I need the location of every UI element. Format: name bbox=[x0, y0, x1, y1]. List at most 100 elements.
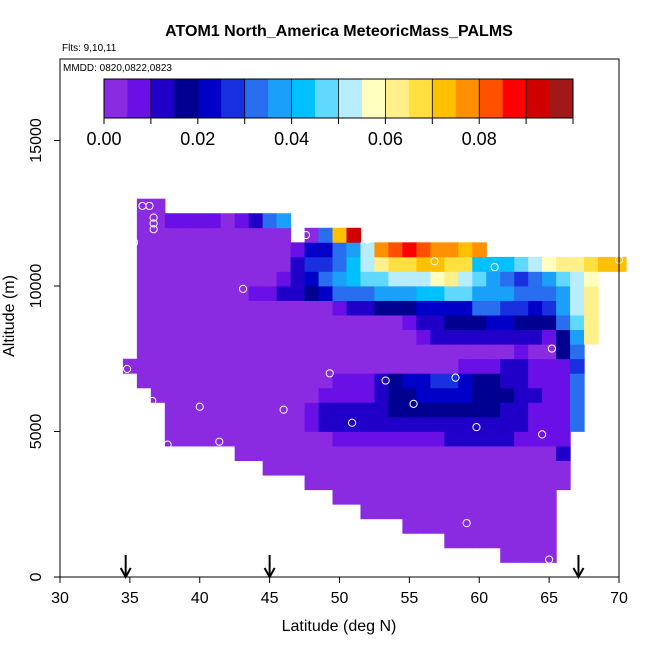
heatmap-cell-9-0 bbox=[248, 300, 264, 461]
heatmap-cell-31-3 bbox=[556, 358, 571, 389]
heatmap-cell-22-6 bbox=[430, 344, 445, 374]
heatmap-cell-21-12 bbox=[416, 256, 431, 272]
heatmap-cell-24-10 bbox=[458, 300, 473, 316]
heatmap-cell-8-1 bbox=[234, 213, 250, 229]
heatmap-cell-24-6 bbox=[458, 358, 473, 374]
flight-point-21 bbox=[472, 423, 481, 432]
heatmap-cell-24-13 bbox=[458, 256, 473, 272]
heatmap-cell-11-3 bbox=[276, 256, 292, 272]
heatmap-cell-25-2 bbox=[472, 416, 487, 432]
heatmap-cell-30-4 bbox=[542, 358, 557, 374]
x-tick-label-3: 45 bbox=[261, 590, 279, 607]
heatmap-cell-28-2 bbox=[514, 416, 529, 432]
heatmap-cell-14-8 bbox=[318, 242, 334, 258]
heatmap-cell-24-2 bbox=[458, 416, 473, 432]
heatmap-cell-29-5 bbox=[528, 373, 543, 389]
heatmap-cell-26-5 bbox=[486, 373, 501, 389]
heatmap-cell-28-1 bbox=[514, 431, 529, 447]
x-tick-label-7: 65 bbox=[540, 590, 558, 607]
heatmap-cell-27-11 bbox=[500, 285, 515, 301]
heatmap-cell-17-5 bbox=[360, 315, 376, 374]
heatmap-cell-24-9 bbox=[458, 315, 473, 331]
heatmap-cell-18-9 bbox=[374, 256, 390, 272]
heatmap-cell-28-6 bbox=[514, 358, 529, 374]
heatmap-cell-21-6 bbox=[416, 344, 431, 374]
flight-point-10 bbox=[215, 437, 224, 446]
heatmap-cell-20-1 bbox=[402, 431, 417, 447]
colorbar-swatch-18 bbox=[526, 79, 550, 118]
heatmap-cell-23-2 bbox=[444, 416, 459, 432]
heatmap-cell-14-3 bbox=[318, 387, 334, 403]
heatmap-cell-22-13 bbox=[430, 242, 445, 258]
heatmap-cell-16-5 bbox=[346, 315, 362, 374]
heatmap-cell-21-2 bbox=[416, 416, 431, 432]
heatmap-cell-24-0 bbox=[458, 446, 473, 549]
y-tick-label-2: 10000 bbox=[28, 264, 45, 309]
flight-point-25 bbox=[545, 555, 554, 564]
heatmap-cell-16-0 bbox=[346, 446, 362, 505]
heatmap-cell-26-0 bbox=[486, 446, 501, 549]
heatmap-cell-22-3 bbox=[430, 402, 445, 418]
heatmap-cell-19-10 bbox=[388, 256, 403, 272]
heatmap-cell-9-2 bbox=[248, 227, 264, 287]
colorbar-label-1: 0.02 bbox=[180, 129, 215, 149]
heatmap-cell-20-6 bbox=[402, 329, 417, 374]
heatmap-cell-29-12 bbox=[528, 271, 543, 287]
colorbar-swatch-9 bbox=[315, 79, 339, 118]
heatmap-cell-23-11 bbox=[444, 271, 459, 287]
heatmap-cell-21-1 bbox=[416, 431, 431, 447]
heatmap-cell-14-2 bbox=[318, 402, 334, 418]
heatmap-cell-23-10 bbox=[444, 285, 459, 301]
heatmap-cell-20-3 bbox=[402, 402, 417, 418]
flight-arrow-2 bbox=[572, 555, 585, 580]
heatmap-cell-12-5 bbox=[290, 256, 306, 287]
heatmap-cell-23-7 bbox=[444, 329, 459, 345]
dates-label: MMDD: 0820,0822,0823 bbox=[63, 63, 172, 74]
heatmap-cell-21-10 bbox=[416, 285, 431, 301]
heatmap-cell-28-12 bbox=[514, 271, 529, 287]
heatmap-cell-24-3 bbox=[458, 402, 473, 418]
heatmap-cell-7-1 bbox=[220, 213, 236, 229]
heatmap-cell-25-3 bbox=[472, 402, 487, 418]
heatmap-cell-14-6 bbox=[318, 271, 334, 287]
heatmap-cell-31-9 bbox=[556, 256, 571, 272]
heatmap-cell-25-5 bbox=[472, 373, 487, 389]
heatmap-cell-13-0 bbox=[304, 431, 320, 491]
heatmap-cell-19-0 bbox=[388, 446, 403, 520]
heatmap-cell-12-6 bbox=[290, 242, 306, 258]
heatmap-cell-26-10 bbox=[486, 300, 501, 316]
heatmap-cell-11-1 bbox=[276, 285, 292, 301]
heatmap-cell-12-4 bbox=[290, 285, 306, 301]
heatmap-cell-2-0 bbox=[150, 227, 166, 403]
heatmap-cell-26-11 bbox=[486, 285, 501, 301]
heatmap-cell-27-9 bbox=[500, 315, 515, 331]
heatmap-cell-23-5 bbox=[444, 373, 459, 389]
heatmap-cell-23-4 bbox=[444, 387, 459, 403]
heatmap-cell-15-4 bbox=[332, 373, 348, 403]
heatmap-cell-28-3 bbox=[514, 402, 529, 418]
heatmap-cell-30-10 bbox=[542, 271, 557, 287]
heatmap-cell-8-0 bbox=[234, 227, 250, 461]
heatmap-cell-24-14 bbox=[458, 242, 473, 258]
heatmap-cell-33-3 bbox=[584, 285, 599, 301]
heatmap-cell-19-1 bbox=[388, 431, 403, 447]
heatmap-cell-29-8 bbox=[528, 329, 543, 345]
heatmap-cell-13-3 bbox=[304, 387, 320, 403]
flight-point-17 bbox=[381, 376, 390, 385]
heatmap-cell-2-1 bbox=[150, 213, 166, 229]
flight-track-points bbox=[122, 201, 624, 564]
flight-point-7 bbox=[148, 396, 157, 406]
heatmap-cell-12-2 bbox=[290, 387, 306, 418]
heatmap-cell-17-0 bbox=[360, 446, 376, 520]
heatmap-cell-18-1 bbox=[374, 431, 390, 447]
heatmap-cell-20-9 bbox=[402, 285, 417, 301]
flight-point-3 bbox=[149, 219, 158, 228]
heatmap-cell-28-11 bbox=[514, 285, 529, 301]
heatmap-cell-20-4 bbox=[402, 387, 417, 403]
heatmap-cell-19-2 bbox=[388, 416, 403, 432]
heatmap-cell-30-9 bbox=[542, 285, 557, 301]
heatmap-cell-15-0 bbox=[332, 446, 348, 505]
heatmap-cell-15-11 bbox=[332, 227, 348, 243]
heatmap-cell-25-11 bbox=[472, 285, 487, 301]
heatmap-cell-12-0 bbox=[290, 460, 306, 476]
